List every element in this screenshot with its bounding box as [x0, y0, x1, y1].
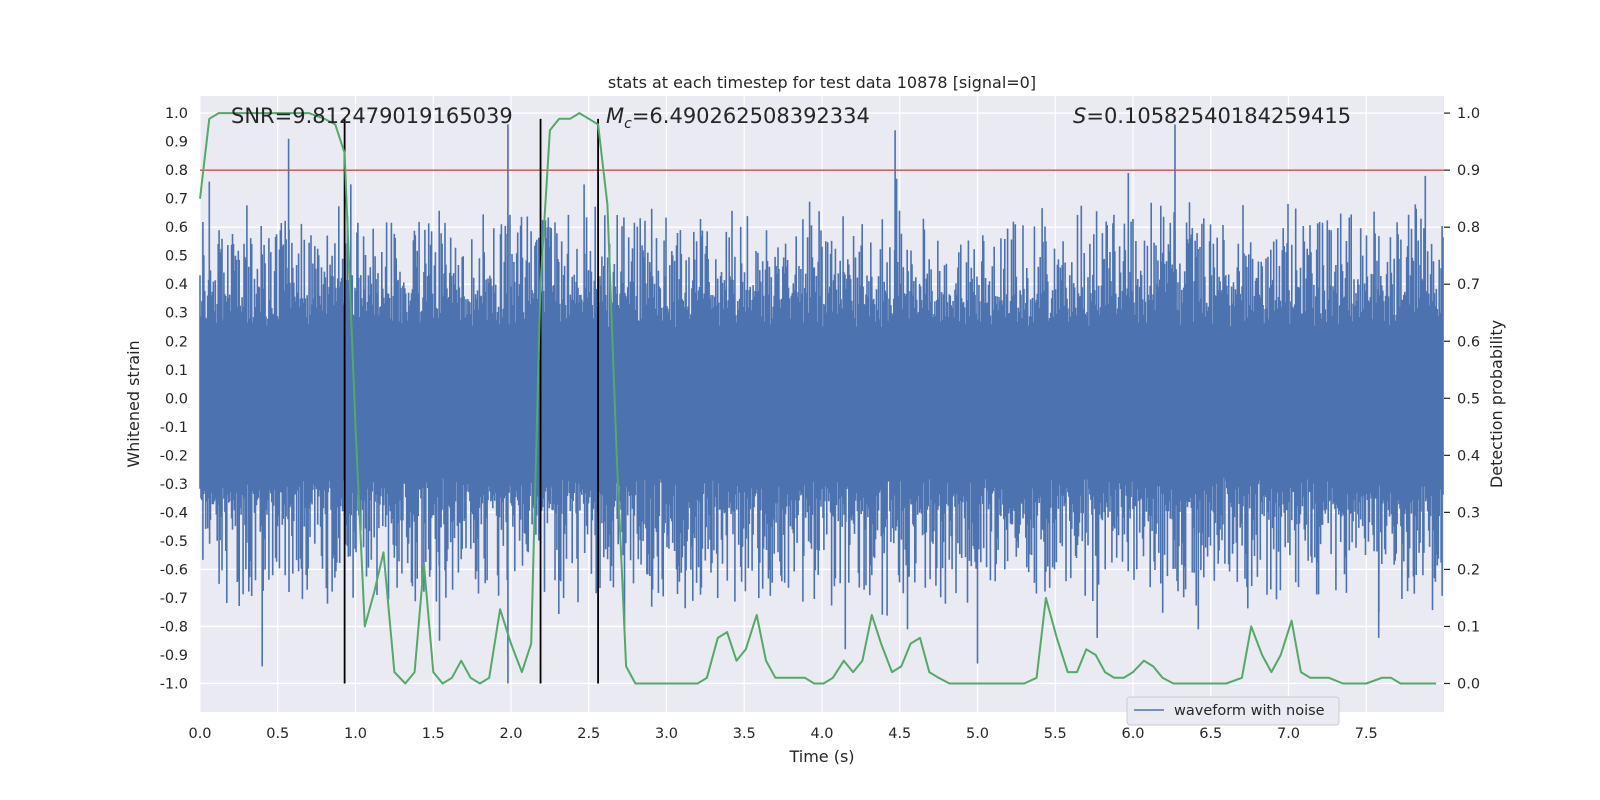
x-tick-label: 4.0: [810, 726, 833, 742]
x-tick-label: 2.5: [577, 726, 600, 742]
y2-tick-label: 0.8: [1457, 220, 1480, 236]
chirp-mass-symbol: M: [606, 104, 624, 128]
chirp-mass-value: =6.490262508392334: [632, 104, 870, 128]
s-value: =0.10582540184259415: [1086, 104, 1351, 128]
legend-box: [1126, 696, 1340, 726]
y-tick-label: 0.6: [165, 220, 188, 236]
y2-tick-label: 0.0: [1457, 676, 1480, 692]
chirp-mass-subscript: c: [624, 116, 632, 132]
x-tick-label: 0.5: [266, 726, 289, 742]
x-tick-label: 6.0: [1121, 726, 1144, 742]
detection-probability-line: [199, 112, 1437, 685]
x-tick-label: 7.5: [1355, 726, 1378, 742]
y-tick-label: 0.4: [165, 277, 188, 293]
x-tick-label: 5.0: [966, 726, 989, 742]
y-tick-label: -0.4: [160, 505, 188, 521]
y-tick-label: -0.7: [160, 591, 188, 607]
legend: waveform with noise: [1126, 696, 1340, 726]
y2-tick-label: 0.9: [1457, 163, 1480, 179]
y-tick-label: -0.6: [160, 562, 188, 578]
y-tick-label: 0.3: [165, 306, 188, 322]
x-tick-label: 0.0: [188, 726, 211, 742]
y-tick-label: 0.9: [165, 135, 188, 151]
x-tick-label: 4.5: [888, 726, 911, 742]
y-axis-label: Whitened strain: [124, 340, 143, 467]
x-axis-label: Time (s): [788, 747, 854, 766]
y-tick-label: 1.0: [165, 106, 188, 122]
legend-label-waveform: waveform with noise: [1174, 703, 1325, 719]
y-tick-label: -1.0: [160, 676, 188, 692]
y2-tick-label: 0.7: [1457, 277, 1480, 293]
y-tick-label: -0.5: [160, 534, 188, 550]
s-symbol: S: [1073, 104, 1086, 128]
s-annotation: S=0.10582540184259415: [1073, 104, 1351, 128]
chart-title: stats at each timestep for test data 108…: [608, 73, 1036, 92]
y2-tick-label: 0.1: [1457, 619, 1480, 635]
y-tick-label: 0.1: [165, 363, 188, 379]
y2-tick-label: 0.4: [1457, 448, 1480, 464]
y2-tick-label: 0.6: [1457, 334, 1480, 350]
y2-tick-label: 0.5: [1457, 391, 1480, 407]
y2-tick-label: 1.0: [1457, 106, 1480, 122]
y-tick-label: 0.5: [165, 249, 188, 265]
y-tick-label: -0.3: [160, 477, 188, 493]
x-tick-label: 3.5: [733, 726, 756, 742]
y-tick-label: -0.9: [160, 648, 188, 664]
y2-tick-label: 0.2: [1457, 562, 1480, 578]
x-tick-label: 6.5: [1199, 726, 1222, 742]
x-tick-label: 1.5: [422, 726, 445, 742]
y-tick-label: 0.0: [165, 391, 188, 407]
x-tick-label: 1.0: [344, 726, 367, 742]
y2-axis-label: Detection probability: [1487, 320, 1506, 488]
marker-lines: [343, 118, 599, 684]
snr-annotation: SNR=9.812479019165039: [231, 104, 513, 128]
y-tick-label: -0.2: [160, 448, 188, 464]
y-tick-label: 0.8: [165, 163, 188, 179]
y-tick-label: 0.7: [165, 192, 188, 208]
x-tick-label: 3.0: [655, 726, 678, 742]
waveform-series: [199, 124, 1444, 684]
y-tick-label: 0.2: [165, 334, 188, 350]
y2-tick-label: 0.3: [1457, 505, 1480, 521]
y-tick-label: -0.1: [160, 420, 188, 436]
probability-series: [199, 112, 1437, 685]
y-tick-label: -0.8: [160, 619, 188, 635]
chirp-mass-annotation: Mc=6.490262508392334: [606, 104, 870, 132]
waveform-with-noise-line: [199, 124, 1444, 684]
x-tick-label: 5.5: [1044, 726, 1067, 742]
x-tick-label: 7.0: [1277, 726, 1300, 742]
tick-labels: 0.0 0.5 1.0 1.5 2.0 2.5 3.0 3.5 4.0 4.5 5.0 5.5 6.0 6…: [160, 106, 1480, 742]
x-tick-label: 2.0: [499, 726, 522, 742]
